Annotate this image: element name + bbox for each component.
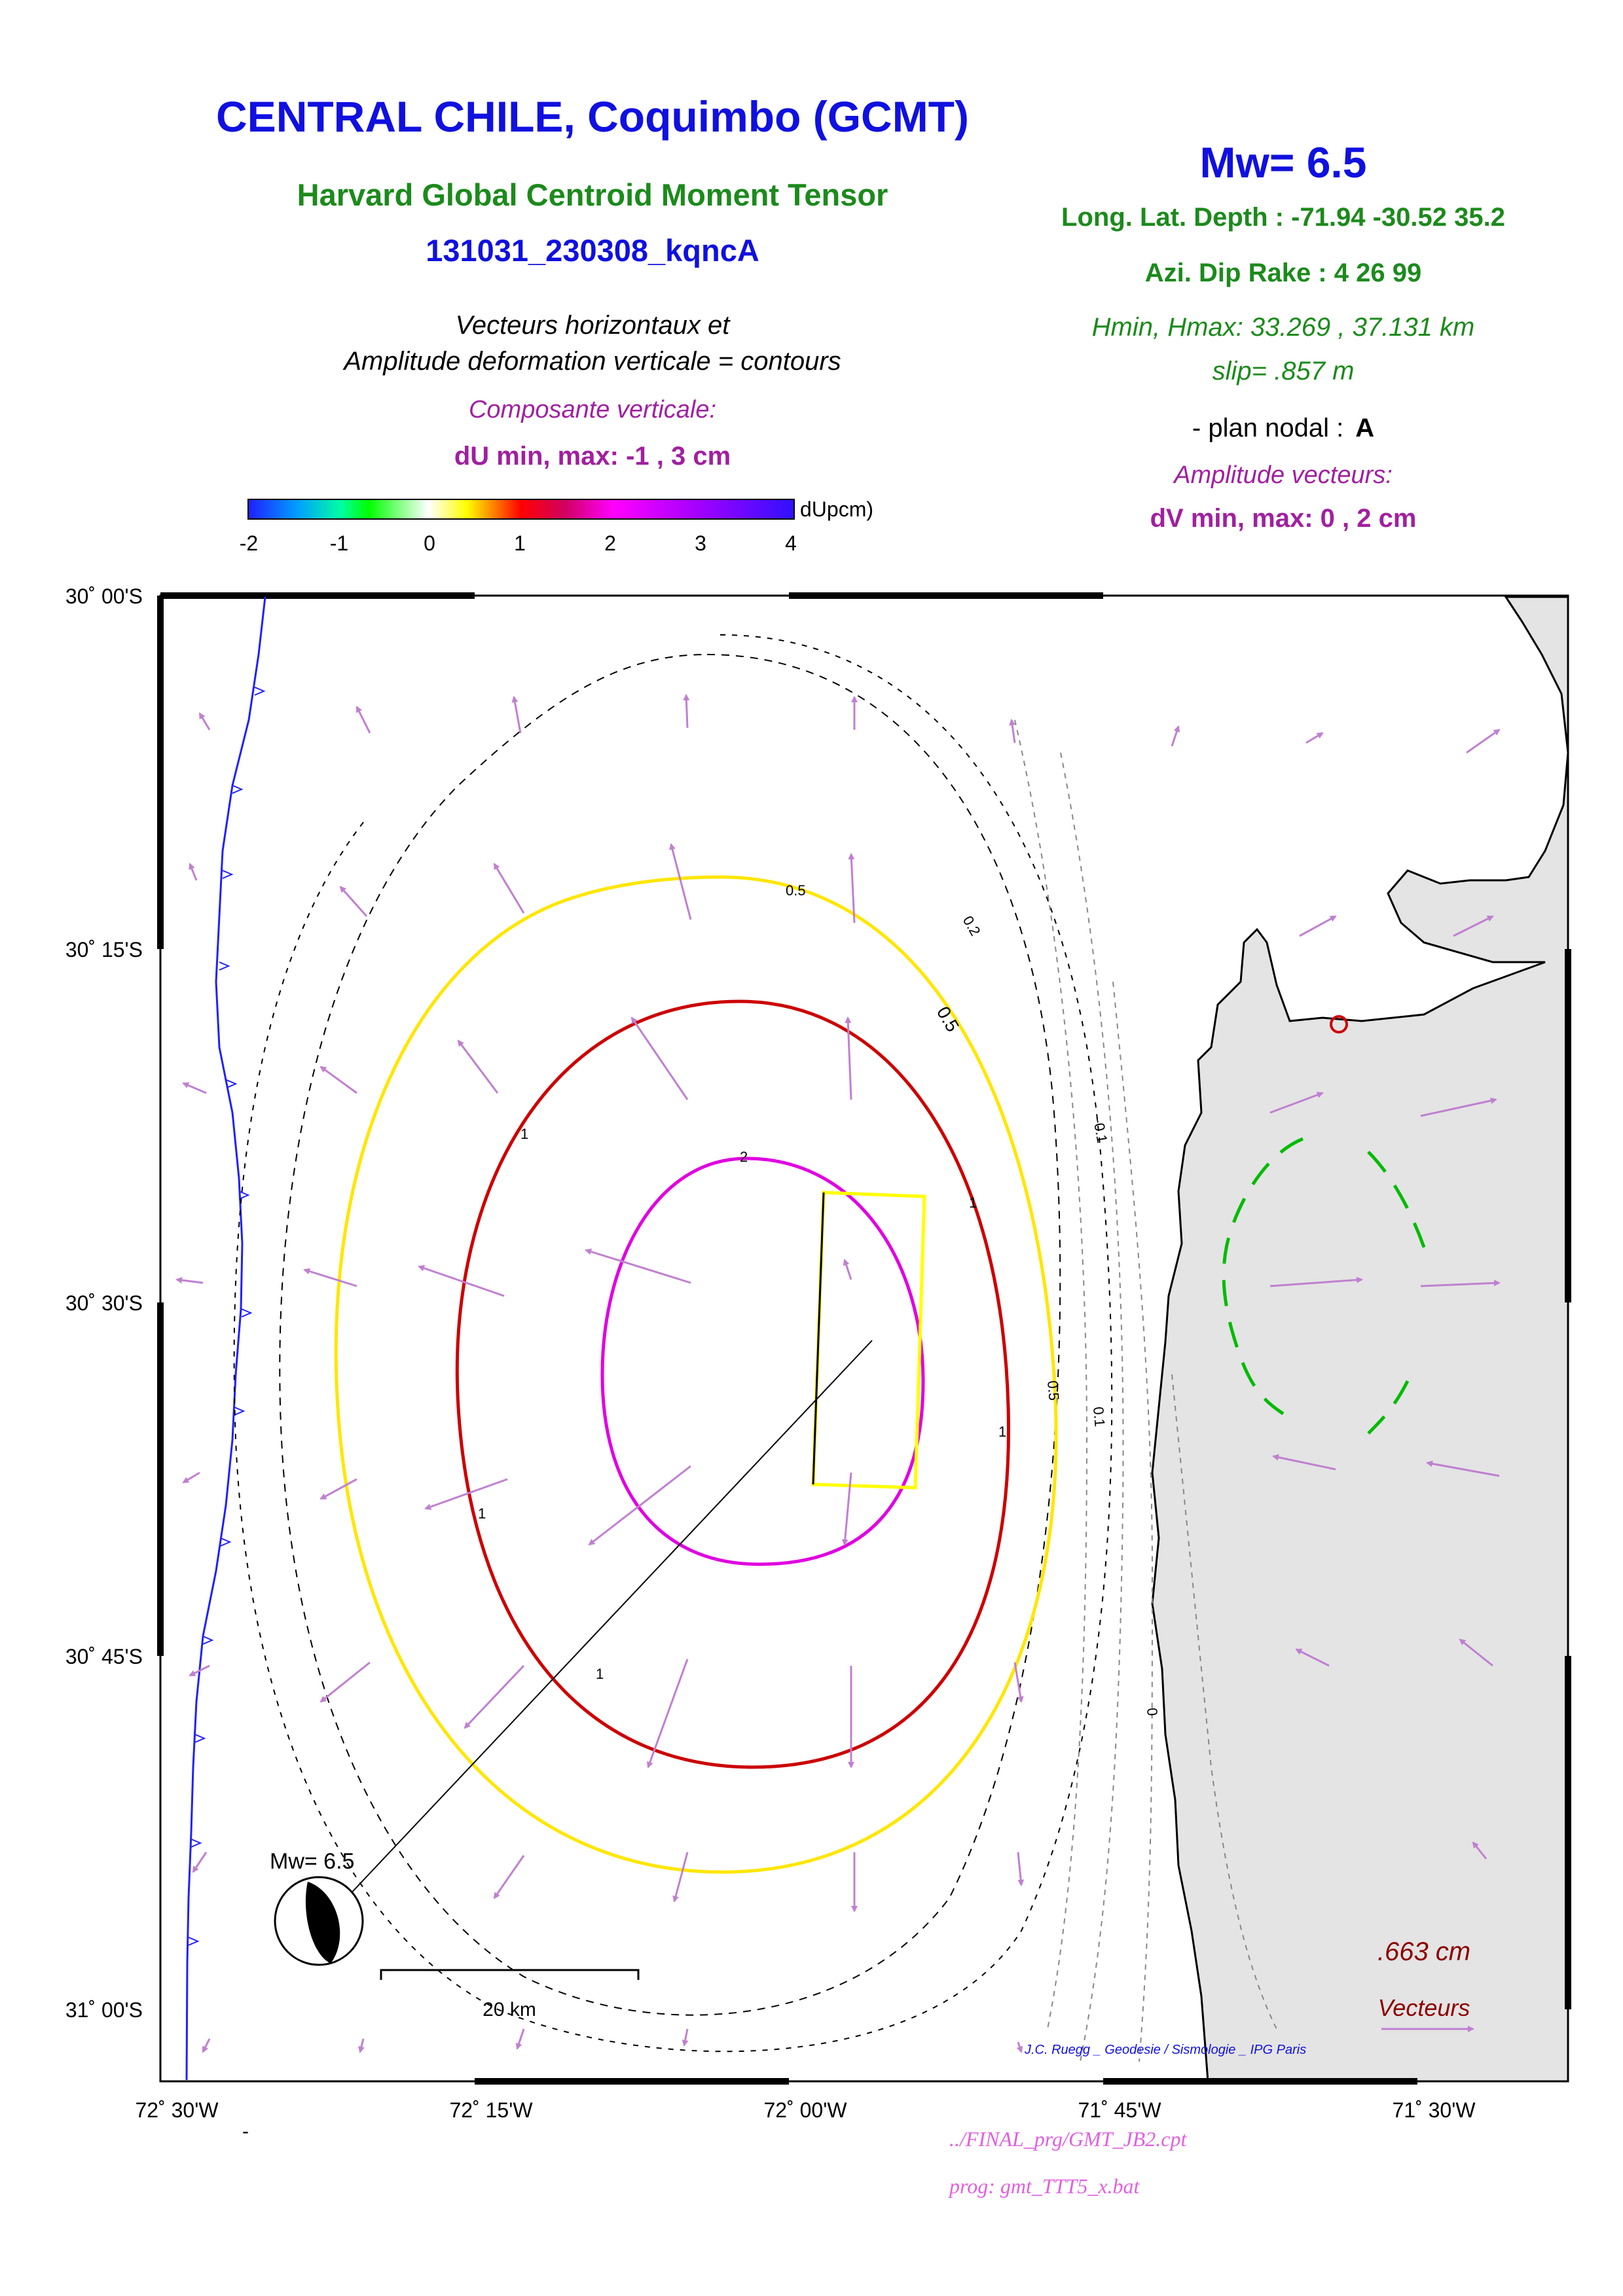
contour-0-1 — [233, 634, 1113, 2053]
lon-label: 71˚ 30'W — [1392, 2098, 1476, 2122]
lat-label: 30˚ 15'S — [65, 938, 143, 961]
program-name: prog: gmt_TTT5_x.bat — [949, 2174, 1140, 2198]
contour-label: 0.1 — [1090, 1406, 1108, 1427]
trench-line — [185, 596, 266, 2081]
land-mass — [1151, 596, 1569, 2083]
credit: J.C. Ruegg _ Geodesie / Sismologie _ IPG… — [1024, 2043, 1306, 2057]
vector-amplitude-label: Amplitude vecteurs: — [1174, 461, 1393, 489]
footer-dash: - — [242, 2121, 249, 2142]
nodal-plane-value: A — [1355, 414, 1375, 442]
lat-label: 30˚ 00'S — [65, 584, 143, 608]
hmin-hmax: Hmin, Hmax: 33.269 , 37.131 km — [1091, 313, 1475, 342]
magnitude: Mw= 6.5 — [1199, 138, 1367, 187]
cpt-path: ../FINAL_prg/GMT_JB2.cpt — [949, 2127, 1187, 2151]
contour-label: 1 — [478, 1505, 486, 1522]
nodal-plane-label: - plan nodal : — [1192, 414, 1344, 442]
epicenter-star-icon — [1330, 1015, 1348, 1033]
contour-magenta-2 — [600, 1157, 925, 1566]
lon-label: 72˚ 30'W — [135, 2098, 219, 2122]
colorbar-tick: -1 — [329, 531, 349, 555]
contour-0-2 — [279, 653, 1061, 2016]
long-lat-depth: Long. Lat. Depth : -71.94 -30.52 35.2 — [1061, 203, 1505, 232]
colorbar-tick: -2 — [239, 531, 259, 555]
du-minmax: dU min, max: -1 , 3 cm — [454, 442, 731, 471]
lon-label: 72˚ 15'W — [449, 2098, 533, 2122]
map-title: CENTRAL CHILE, Coquimbo (GCMT) — [216, 92, 969, 141]
trench-teeth — [188, 687, 266, 1946]
colorbar-unit: dUpcm) — [800, 497, 874, 521]
description-line-1: Vecteurs horizontaux et — [455, 311, 730, 340]
scale-bar-label: 20 km — [483, 1999, 536, 2020]
contour-label: 2 — [740, 1149, 748, 1165]
colorbar-tick: 2 — [604, 531, 616, 555]
contour-label: 1 — [520, 1126, 528, 1142]
contour-label: 1 — [969, 1194, 977, 1211]
lon-label: 71˚ 45'W — [1078, 2098, 1161, 2122]
lon-label: 72˚ 00'W — [763, 2098, 847, 2122]
contour-label: 0.2 — [960, 913, 984, 939]
colorbar — [247, 499, 795, 520]
contour-red-1 — [455, 999, 1010, 1769]
contour-label: 1 — [998, 1424, 1006, 1440]
lat-label: 30˚ 45'S — [65, 1645, 143, 1668]
fault-plane-box — [811, 1191, 926, 1490]
lat-label: 30˚ 30'S — [65, 1291, 143, 1315]
fault-trace — [812, 1192, 825, 1485]
slip-value: slip= .857 m — [1212, 357, 1355, 386]
nodal-plane: - plan nodal : A — [1192, 414, 1374, 443]
lat-label: 31˚ 00'S — [65, 1998, 143, 2022]
focal-mechanism-beachball — [274, 1876, 364, 1966]
contour-label: 1 — [596, 1666, 604, 1682]
colorbar-tick: 3 — [695, 531, 706, 555]
colorbar-tick: 0 — [424, 531, 435, 555]
frame-ticks — [157, 592, 1571, 2085]
vertical-component-label: Composante verticale: — [468, 396, 717, 423]
description-line-2: Amplitude deformation verticale = contou… — [344, 347, 841, 376]
contour-label: -0.1 — [1090, 1117, 1110, 1145]
contour-label: 0.5 — [786, 882, 806, 899]
azi-dip-rake: Azi. Dip Rake : 4 26 99 — [1144, 259, 1422, 287]
beachball-label: Mw= 6.5 — [270, 1849, 354, 1874]
colorbar-tick: 4 — [785, 531, 797, 555]
scale-bar — [380, 1969, 640, 1980]
beachball-connector — [348, 1340, 873, 1897]
colorbar-tick: 1 — [514, 531, 526, 555]
contour-label: 0.5 — [1044, 1380, 1063, 1401]
map-subtitle: Harvard Global Centroid Moment Tensor — [297, 177, 888, 212]
dv-minmax: dV min, max: 0 , 2 cm — [1150, 504, 1417, 533]
contour-label: 0.5 — [933, 1003, 963, 1035]
vector-scale-value: .663 cm — [1377, 1937, 1470, 1966]
vector-scale-label: Vecteurs — [1378, 1994, 1470, 2021]
event-id: 131031_230308_kqncA — [426, 233, 759, 268]
contour-green-neg — [1222, 1137, 1429, 1435]
contour-gray-lines — [1014, 719, 1277, 2062]
contour-label: 0 — [1144, 1707, 1161, 1716]
displacement-vectors — [175, 694, 1501, 2053]
contour-yellow-0-5 — [334, 875, 1058, 1874]
